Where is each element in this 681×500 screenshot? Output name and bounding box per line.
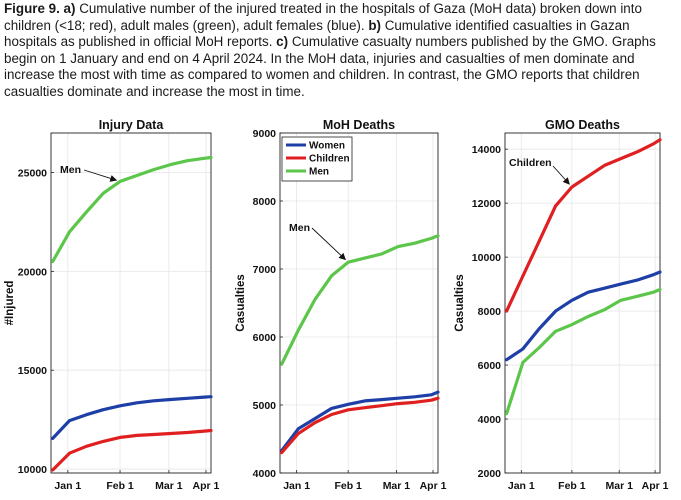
annotation-arrow (552, 165, 570, 185)
chart-title: MoH Deaths (323, 118, 395, 132)
series-line-children (51, 428, 213, 472)
y-tick-label: 4000 (253, 468, 277, 480)
x-tick-label: Mar 1 (605, 480, 633, 492)
legend-label-men: Men (309, 167, 329, 178)
y-tick-label: 5000 (253, 400, 277, 412)
y-tick-label: 4000 (478, 414, 502, 426)
y-tick-label: 10000 (18, 464, 47, 476)
x-tick-label: Apr 1 (193, 480, 220, 492)
caption-part-b-label: b) (368, 17, 381, 33)
y-tick-label: 8000 (253, 196, 277, 208)
legend: Women Children Men (281, 136, 353, 182)
x-tick-label: Feb 1 (334, 480, 362, 492)
y-tick-label: 6000 (253, 332, 277, 344)
x-tick-label: Mar 1 (383, 480, 411, 492)
chart-2: 4000 5000 6000 7000 8000 9000 Jan 1 Feb 1 Mar 1 A… (235, 118, 447, 492)
y-tick-label: 8000 (478, 306, 502, 318)
y-tick-label: 25000 (18, 168, 47, 180)
annotation-arrow (311, 227, 347, 261)
y-tick-label: 6000 (478, 360, 502, 372)
chart-1: 10000 15000 20000 25000 Jan 1 Feb 1 Mar 1 Apr 1… (4, 118, 220, 492)
y-tick-label: 9000 (253, 128, 277, 140)
series-line-women (51, 395, 213, 440)
annotation-arrow (83, 169, 118, 182)
chart-title: GMO Deaths (545, 118, 620, 132)
series-line-men (505, 287, 662, 416)
series-line-children (505, 138, 662, 313)
x-tick-label: Apr 1 (420, 480, 447, 492)
caption-part-c-text: Cumulative casualty numbers published by… (4, 34, 656, 99)
x-tick-label: Feb 1 (558, 480, 586, 492)
chart-title: Injury Data (99, 118, 165, 132)
y-tick-label: 7000 (253, 264, 277, 276)
x-tick-label: Apr 1 (642, 480, 669, 492)
x-tick-label: Mar 1 (155, 480, 183, 492)
plot-frame (279, 132, 439, 474)
series-line-children (280, 396, 440, 455)
series-line-men (51, 155, 213, 264)
caption-part-a-text: Cumulative number of the injured treated… (4, 1, 642, 33)
figure-caption: Figure 9. a) Cumulative number of the in… (4, 1, 676, 101)
y-tick-label: 20000 (18, 266, 47, 278)
caption-part-c-label: c) (276, 34, 289, 50)
series-line-women (280, 390, 440, 453)
x-tick-label: Feb 1 (106, 480, 134, 492)
caption-part-b-text: Cumulative identified casualties in Gaza… (4, 17, 630, 50)
y-tick-label: 15000 (18, 365, 47, 377)
x-tick-label: Jan 1 (508, 480, 535, 492)
caption-figure-label: Figure 9. (4, 1, 60, 16)
annotation-label: Men (60, 164, 81, 176)
y-axis-label: #Injured (4, 281, 16, 326)
y-axis-label: Casualties (454, 274, 466, 332)
caption-part-a-label: a) (63, 1, 76, 16)
series-line-men (280, 234, 440, 366)
plot-frame (504, 132, 661, 474)
y-tick-label: 10000 (472, 252, 501, 264)
y-tick-label: 14000 (472, 144, 501, 156)
annotation-label: Children (509, 157, 552, 169)
x-tick-label: Jan 1 (54, 480, 81, 492)
chart-3: 2000 4000 6000 8000 10000 12000 14000 Jan 1 Feb … (454, 118, 669, 492)
legend-label-children: Children (309, 154, 350, 165)
x-tick-label: Jan 1 (283, 480, 310, 492)
y-tick-label: 2000 (478, 468, 502, 480)
y-tick-label: 12000 (472, 198, 501, 210)
legend-label-women: Women (309, 141, 345, 152)
series-line-women (505, 270, 662, 362)
plot-frame (50, 132, 212, 474)
y-axis-label: Casualties (235, 274, 247, 332)
annotation-label: Men (289, 222, 310, 234)
